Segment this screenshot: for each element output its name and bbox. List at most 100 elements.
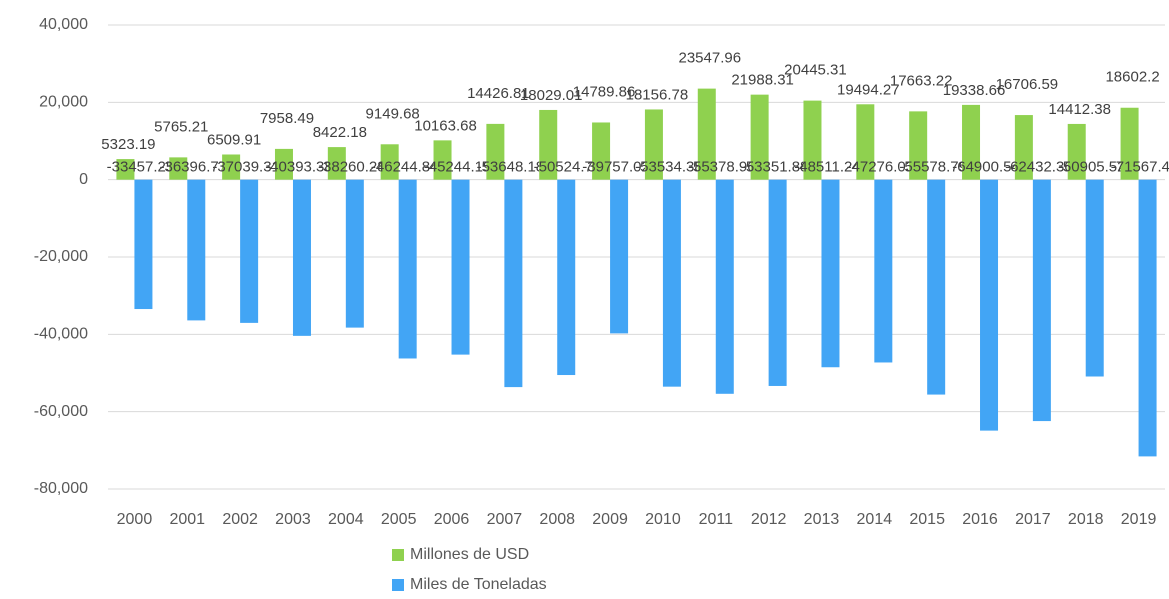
- bar: [451, 179, 470, 355]
- bar: [962, 104, 981, 180]
- y-tick-label: -40,000: [34, 326, 88, 343]
- bar: [433, 140, 452, 180]
- bar: [874, 179, 893, 363]
- bar: [292, 179, 311, 336]
- bar: [644, 109, 663, 180]
- y-tick-label: 0: [79, 171, 88, 188]
- data-label: -55378.96: [688, 159, 756, 176]
- y-tick-label: -80,000: [34, 480, 88, 497]
- bar: [539, 109, 558, 180]
- legend-swatch: [392, 579, 404, 591]
- data-label: 18602.2: [1105, 69, 1159, 86]
- bar: [274, 148, 293, 180]
- x-tick-label: 2001: [169, 511, 205, 528]
- bar: [697, 88, 716, 180]
- bar: [1067, 123, 1086, 180]
- data-label: 23547.96: [678, 50, 741, 67]
- bar: [768, 179, 787, 386]
- bar: [116, 159, 135, 180]
- bar: [240, 179, 259, 323]
- bar: [327, 147, 346, 180]
- data-label: -33457.25: [107, 159, 175, 176]
- data-label: 8422.18: [313, 124, 367, 141]
- data-label: -45244.19: [424, 159, 492, 176]
- data-label: 21988.31: [731, 72, 794, 89]
- data-label: 16706.59: [996, 76, 1059, 93]
- bar: [134, 179, 153, 310]
- data-label: 5765.21: [154, 118, 208, 135]
- bar: [1138, 179, 1157, 457]
- data-label: -37039.31: [212, 159, 280, 176]
- data-label: 5323.19: [101, 136, 155, 153]
- x-tick-label: 2018: [1068, 511, 1104, 528]
- data-label: -53351.88: [741, 159, 809, 176]
- bar: [557, 179, 576, 376]
- bar: [380, 144, 399, 180]
- data-label: -50905.52: [1058, 159, 1126, 176]
- y-tick-label: -20,000: [34, 248, 88, 265]
- data-label: -36396.77: [159, 159, 227, 176]
- x-tick-label: 2009: [592, 511, 628, 528]
- x-tick-label: 2014: [857, 511, 893, 528]
- x-tick-label: 2000: [117, 511, 153, 528]
- legend-swatch: [392, 549, 404, 561]
- data-label: 14789.86: [573, 83, 636, 100]
- x-tick-label: 2008: [539, 511, 575, 528]
- bar: [1014, 115, 1033, 180]
- data-label: -53534.38: [635, 159, 703, 176]
- data-label: 20445.31: [784, 62, 847, 79]
- data-label: -64900.54: [952, 159, 1020, 176]
- data-label: -55578.79: [899, 159, 967, 176]
- data-label: -39757.02: [582, 159, 650, 176]
- data-label: -50524.7: [534, 159, 593, 176]
- bar: [927, 179, 946, 395]
- data-label: 18029.01: [520, 87, 583, 104]
- y-tick-label: -60,000: [34, 403, 88, 420]
- legend-label: Millones de USD: [410, 546, 529, 563]
- data-label: -62432.36: [1005, 159, 1073, 176]
- x-tick-label: 2005: [381, 511, 417, 528]
- data-label: -46244.84: [371, 159, 439, 176]
- bar: [662, 179, 681, 387]
- bar: [750, 94, 769, 180]
- x-tick-label: 2015: [909, 511, 945, 528]
- legend-label: Miles de Toneladas: [410, 576, 547, 593]
- bar: [222, 154, 241, 180]
- data-label: 17663.22: [890, 72, 953, 89]
- data-label: 19494.27: [837, 81, 900, 98]
- x-tick-label: 2016: [962, 511, 998, 528]
- data-label: 18156.78: [626, 86, 689, 103]
- y-tick-label: 20,000: [39, 94, 88, 111]
- data-label: -53648.18: [477, 159, 545, 176]
- data-label: -40393.38: [265, 159, 333, 176]
- data-label: -48511.24: [794, 159, 860, 176]
- data-label: 14426.81: [467, 85, 530, 102]
- bar: [909, 111, 928, 180]
- bar: [486, 123, 505, 180]
- bar: [345, 179, 364, 328]
- data-label: 6509.91: [207, 131, 261, 148]
- x-tick-label: 2010: [645, 511, 681, 528]
- bar: [715, 179, 734, 394]
- bar: [980, 179, 999, 431]
- data-label: -47276.03: [847, 159, 915, 176]
- bar: [187, 179, 206, 321]
- x-tick-label: 2004: [328, 511, 364, 528]
- data-label: -38260.28: [318, 159, 386, 176]
- bar: [610, 179, 629, 334]
- x-tick-label: 2011: [699, 511, 734, 528]
- x-tick-label: 2017: [1015, 511, 1051, 528]
- x-tick-label: 2007: [487, 511, 523, 528]
- x-tick-label: 2012: [751, 511, 787, 528]
- bar: [592, 122, 611, 180]
- bar: [1085, 179, 1104, 377]
- data-label: 14412.38: [1048, 101, 1111, 118]
- bar: [398, 179, 417, 359]
- data-label: 7958.49: [260, 110, 314, 127]
- x-tick-label: 2003: [275, 511, 311, 528]
- x-tick-label: 2013: [804, 511, 840, 528]
- x-tick-label: 2002: [222, 511, 258, 528]
- data-label: -71567.43: [1111, 159, 1169, 176]
- y-tick-label: 40,000: [39, 16, 88, 33]
